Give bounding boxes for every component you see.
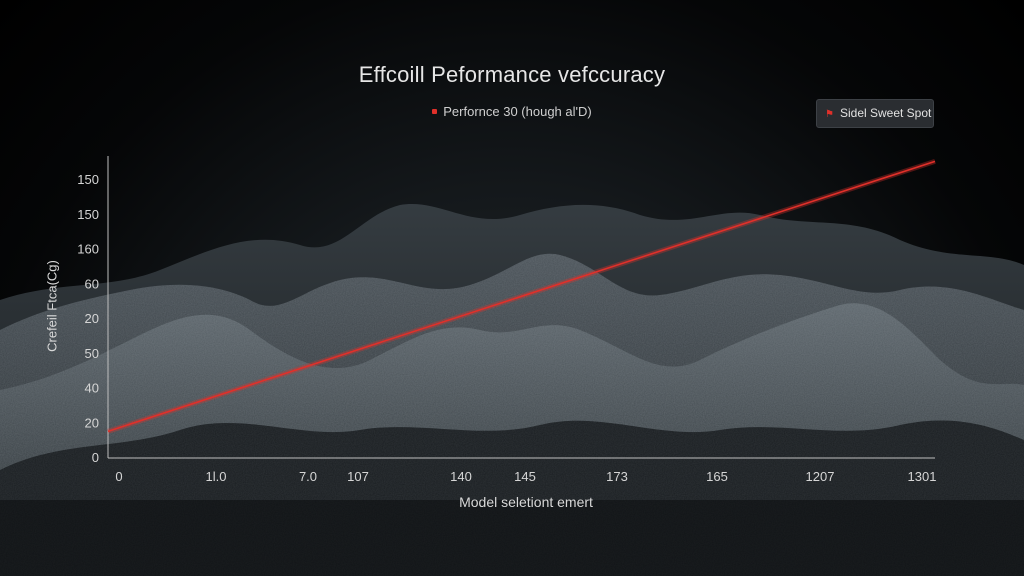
series-layer — [107, 158, 936, 434]
x-tick-label: 1l.0 — [206, 469, 227, 484]
x-tick-label: 145 — [514, 469, 536, 484]
chart-legend[interactable]: Perfornce 30 (hough al'D) — [0, 104, 1024, 119]
series-line — [107, 160, 936, 433]
y-tick-group: 0 20 40 50 20 60 160 150 150 — [77, 172, 99, 465]
y-axis-title: Crefeil Ftca(Cg) — [44, 260, 60, 352]
x-axis-title: Model seletiont emert — [459, 494, 593, 510]
y-tick-label: 20 — [85, 311, 99, 326]
x-tick-label: 1207 — [806, 469, 835, 484]
chart-axes — [107, 156, 935, 459]
x-tick-label: 140 — [450, 469, 472, 484]
y-tick-label: 40 — [85, 381, 99, 396]
y-tick-label: 50 — [85, 346, 99, 361]
y-tick-label: 60 — [85, 276, 99, 291]
x-tick-group: 0 1l.0 7.0 107 140 145 173 165 1207 1301 — [115, 469, 936, 484]
flag-icon: ⚑ — [825, 109, 834, 120]
chart-title: Effcoill Peformance vefccuracy — [358, 62, 666, 87]
legend-swatch-red — [432, 109, 438, 115]
y-tick-label: 150 — [77, 207, 99, 222]
x-tick-label: 0 — [115, 469, 122, 484]
x-tick-label: 173 — [606, 469, 628, 484]
ridge-foreground — [0, 420, 1024, 576]
y-tick-label: 160 — [77, 242, 99, 257]
x-tick-label: 107 — [347, 469, 369, 484]
x-tick-label: 1301 — [908, 469, 937, 484]
sweet-spot-label: Sidel Sweet Spot — [839, 106, 932, 120]
x-tick-label: 7.0 — [299, 469, 317, 484]
sweet-spot-badge[interactable]: ⚑ Sidel Sweet Spot — [816, 99, 934, 128]
y-tick-label: 0 — [92, 450, 99, 465]
x-tick-label: 165 — [706, 469, 728, 484]
legend-label: Perfornce 30 (hough al'D) — [443, 104, 592, 119]
y-tick-label: 20 — [85, 415, 99, 430]
y-tick-label: 150 — [77, 172, 99, 187]
